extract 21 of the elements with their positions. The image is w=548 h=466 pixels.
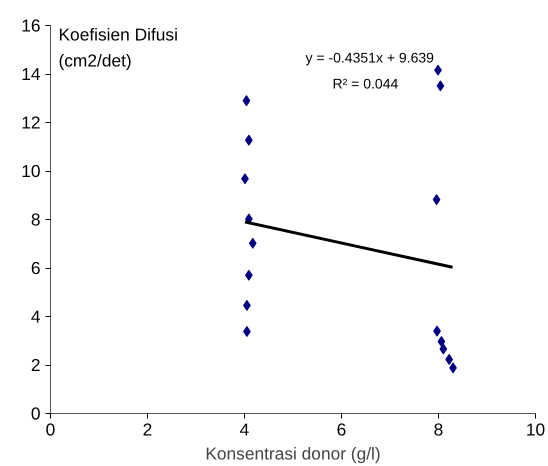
y-tick-label: 6 (30, 258, 41, 278)
x-axis-title: Konsentrasi donor (g/l) (205, 444, 381, 464)
y-tick-label: 0 (30, 404, 41, 424)
point (248, 238, 257, 249)
y-tick-label: 8 (30, 210, 41, 230)
y-axis-title: Koefisien Difusi (cm2/det) (58, 24, 178, 70)
y-tick-label: 10 (21, 161, 41, 181)
y-tick-label: 12 (21, 112, 41, 132)
y-tick-label: 14 (21, 64, 41, 84)
x-tick-label: 4 (240, 420, 250, 440)
y-tick-label: 2 (30, 355, 41, 375)
x-tick-label: 10 (526, 420, 546, 440)
x-tick-label: 0 (46, 420, 56, 440)
point (445, 354, 454, 365)
annotation: R² = 0.044 (332, 76, 398, 92)
x-tick-label: 2 (142, 420, 152, 440)
x-tick-label: 6 (336, 420, 346, 440)
y-tick-label: 4 (30, 306, 41, 326)
annotation: y = -0.4351x + 9.639 (306, 50, 434, 66)
x-tick-label: 8 (434, 420, 444, 440)
y-tick-label: 16 (21, 16, 41, 36)
